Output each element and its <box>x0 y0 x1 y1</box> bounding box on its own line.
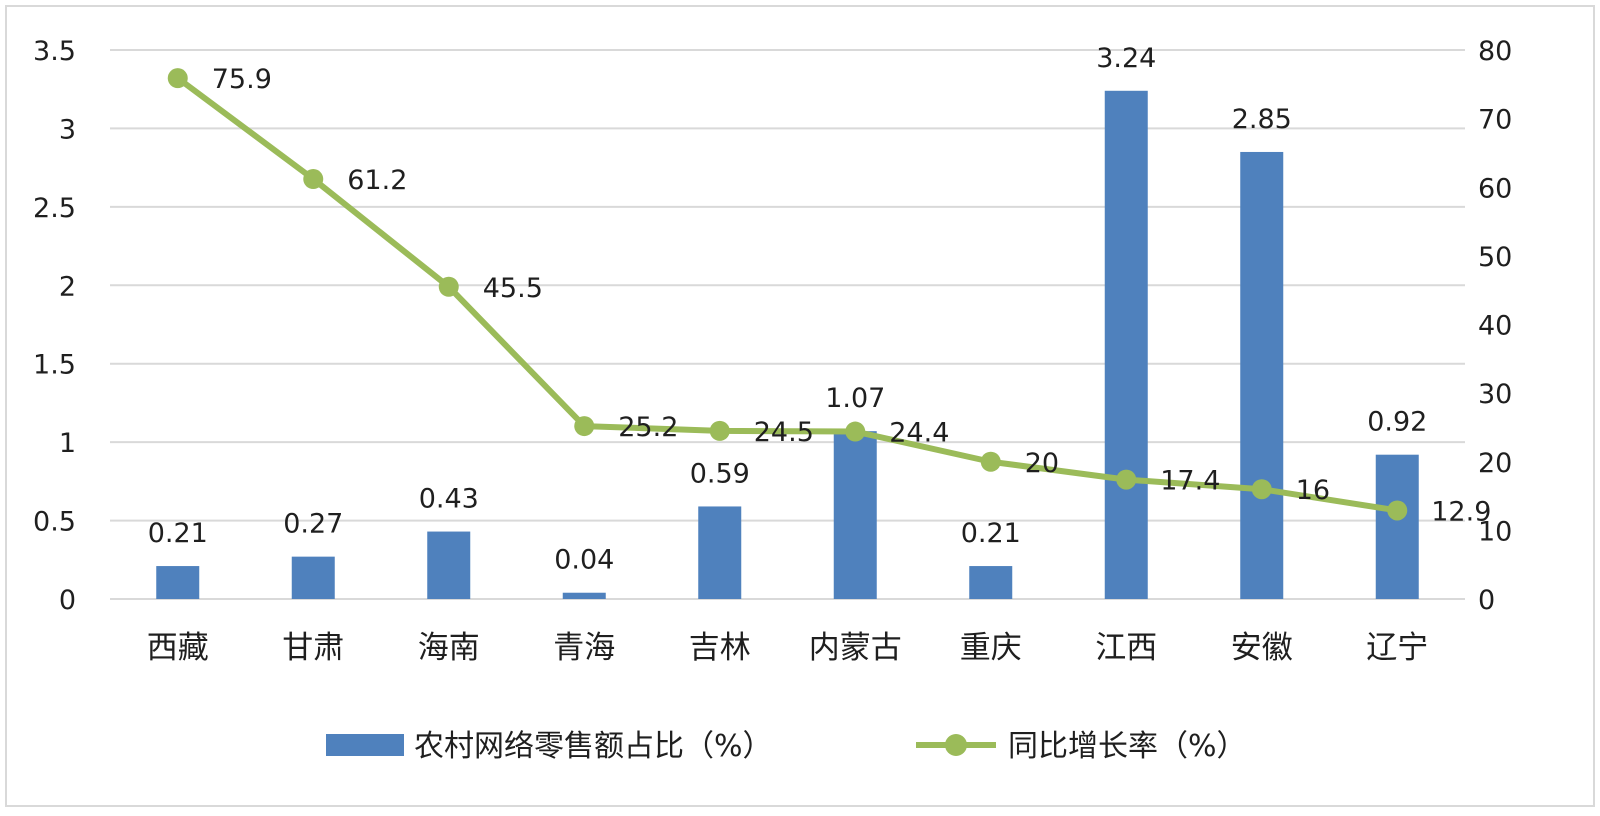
line-data-label: 12.9 <box>1431 496 1491 527</box>
line-data-label: 25.2 <box>618 412 678 443</box>
right-axis-tick-label: 10 <box>1478 516 1512 547</box>
category-label: 海南 <box>418 630 480 666</box>
legend-item-bar: 农村网络零售额占比（%） <box>326 729 773 764</box>
category-label: 西藏 <box>147 630 209 666</box>
category-label: 安徽 <box>1231 630 1293 666</box>
bar <box>562 592 606 599</box>
legend: 农村网络零售额占比（%） 同比增长率（%） <box>326 729 1247 764</box>
bar-data-label: 0.04 <box>554 545 614 576</box>
bar-data-label: 0.59 <box>690 458 750 489</box>
bar <box>291 556 335 599</box>
right-axis-tick-label: 80 <box>1478 36 1512 67</box>
category-label: 甘肃 <box>282 630 344 666</box>
right-axis: 0 10 20 30 40 50 60 70 80 <box>1478 36 1512 616</box>
line-point <box>1387 500 1408 521</box>
line-path <box>175 75 1398 514</box>
bar-data-label: 0.43 <box>419 484 479 515</box>
right-axis-tick-label: 0 <box>1478 585 1495 616</box>
bar <box>427 531 471 599</box>
line-data-label: 24.4 <box>889 418 949 449</box>
legend-line-label: 同比增长率（%） <box>1008 729 1247 764</box>
bar <box>969 566 1013 599</box>
line-data-label: 16 <box>1296 475 1330 506</box>
legend-line-marker <box>945 734 967 756</box>
left-axis-tick-label: 3 <box>59 114 76 145</box>
line-series <box>167 68 1408 521</box>
bar <box>833 431 877 599</box>
bar <box>698 506 742 599</box>
category-label: 重庆 <box>960 630 1022 666</box>
line-data-label: 20 <box>1025 448 1059 479</box>
bar-data-label: 0.21 <box>961 518 1021 549</box>
left-axis-tick-label: 0.5 <box>33 507 76 538</box>
bar <box>1240 151 1284 599</box>
bar-data-label: 3.24 <box>1096 43 1156 74</box>
category-label: 内蒙古 <box>809 630 902 666</box>
left-axis-tick-label: 2.5 <box>33 193 76 224</box>
left-axis-tick-label: 2 <box>59 271 76 302</box>
bar <box>1375 454 1419 599</box>
line-data-label: 17.4 <box>1160 466 1220 497</box>
legend-bar-label: 农村网络零售额占比（%） <box>414 729 773 764</box>
right-axis-tick-label: 40 <box>1478 311 1512 342</box>
line-point <box>303 169 324 190</box>
bar-data-label: 2.85 <box>1232 104 1292 135</box>
line-data-labels: 75.9 61.2 45.5 25.2 24.5 24.4 20 17.4 16 12.9 <box>212 64 1492 527</box>
category-label: 江西 <box>1095 630 1157 666</box>
right-axis-tick-label: 30 <box>1478 379 1512 410</box>
line-data-label: 75.9 <box>212 64 272 95</box>
line-point <box>167 68 188 89</box>
line-point <box>574 416 595 437</box>
bar-data-label: 1.07 <box>825 383 885 414</box>
left-axis-tick-label: 1 <box>59 428 76 459</box>
left-axis: 0 0.5 1 1.5 2 2.5 3 3.5 <box>33 36 76 616</box>
category-label: 青海 <box>553 630 615 666</box>
bar-data-labels: 0.21 0.27 0.43 0.04 0.59 1.07 0.21 3.24 2.85 0.92 <box>148 43 1428 576</box>
bar-data-label: 0.27 <box>283 509 343 540</box>
category-label: 吉林 <box>689 630 751 666</box>
gridlines <box>110 49 1465 600</box>
line-point <box>438 276 459 297</box>
category-axis: 西藏 甘肃 海南 青海 吉林 内蒙古 重庆 江西 安徽 辽宁 <box>147 630 1429 666</box>
line-point <box>709 420 730 441</box>
right-axis-tick-label: 20 <box>1478 448 1512 479</box>
chart-frame <box>5 5 1595 807</box>
line-point <box>1116 469 1137 490</box>
line-point <box>845 421 866 442</box>
line-data-label: 61.2 <box>347 165 407 196</box>
left-axis-tick-label: 3.5 <box>33 36 76 67</box>
bar-data-label: 0.21 <box>148 518 208 549</box>
left-axis-tick-label: 0 <box>59 585 76 616</box>
right-axis-tick-label: 70 <box>1478 105 1512 136</box>
right-axis-tick-label: 50 <box>1478 242 1512 273</box>
line-point <box>1251 479 1272 500</box>
category-label: 辽宁 <box>1366 630 1428 666</box>
bar <box>156 566 200 599</box>
legend-item-line: 同比增长率（%） <box>916 729 1247 764</box>
bar <box>1104 90 1148 599</box>
legend-bar-swatch <box>326 734 404 756</box>
right-axis-tick-label: 60 <box>1478 173 1512 204</box>
left-axis-tick-label: 1.5 <box>33 350 76 381</box>
bar-series <box>156 90 1419 599</box>
line-data-label: 24.5 <box>754 417 814 448</box>
line-data-label: 45.5 <box>483 273 543 304</box>
bar-data-label: 0.92 <box>1367 407 1427 438</box>
line-point <box>980 451 1001 472</box>
